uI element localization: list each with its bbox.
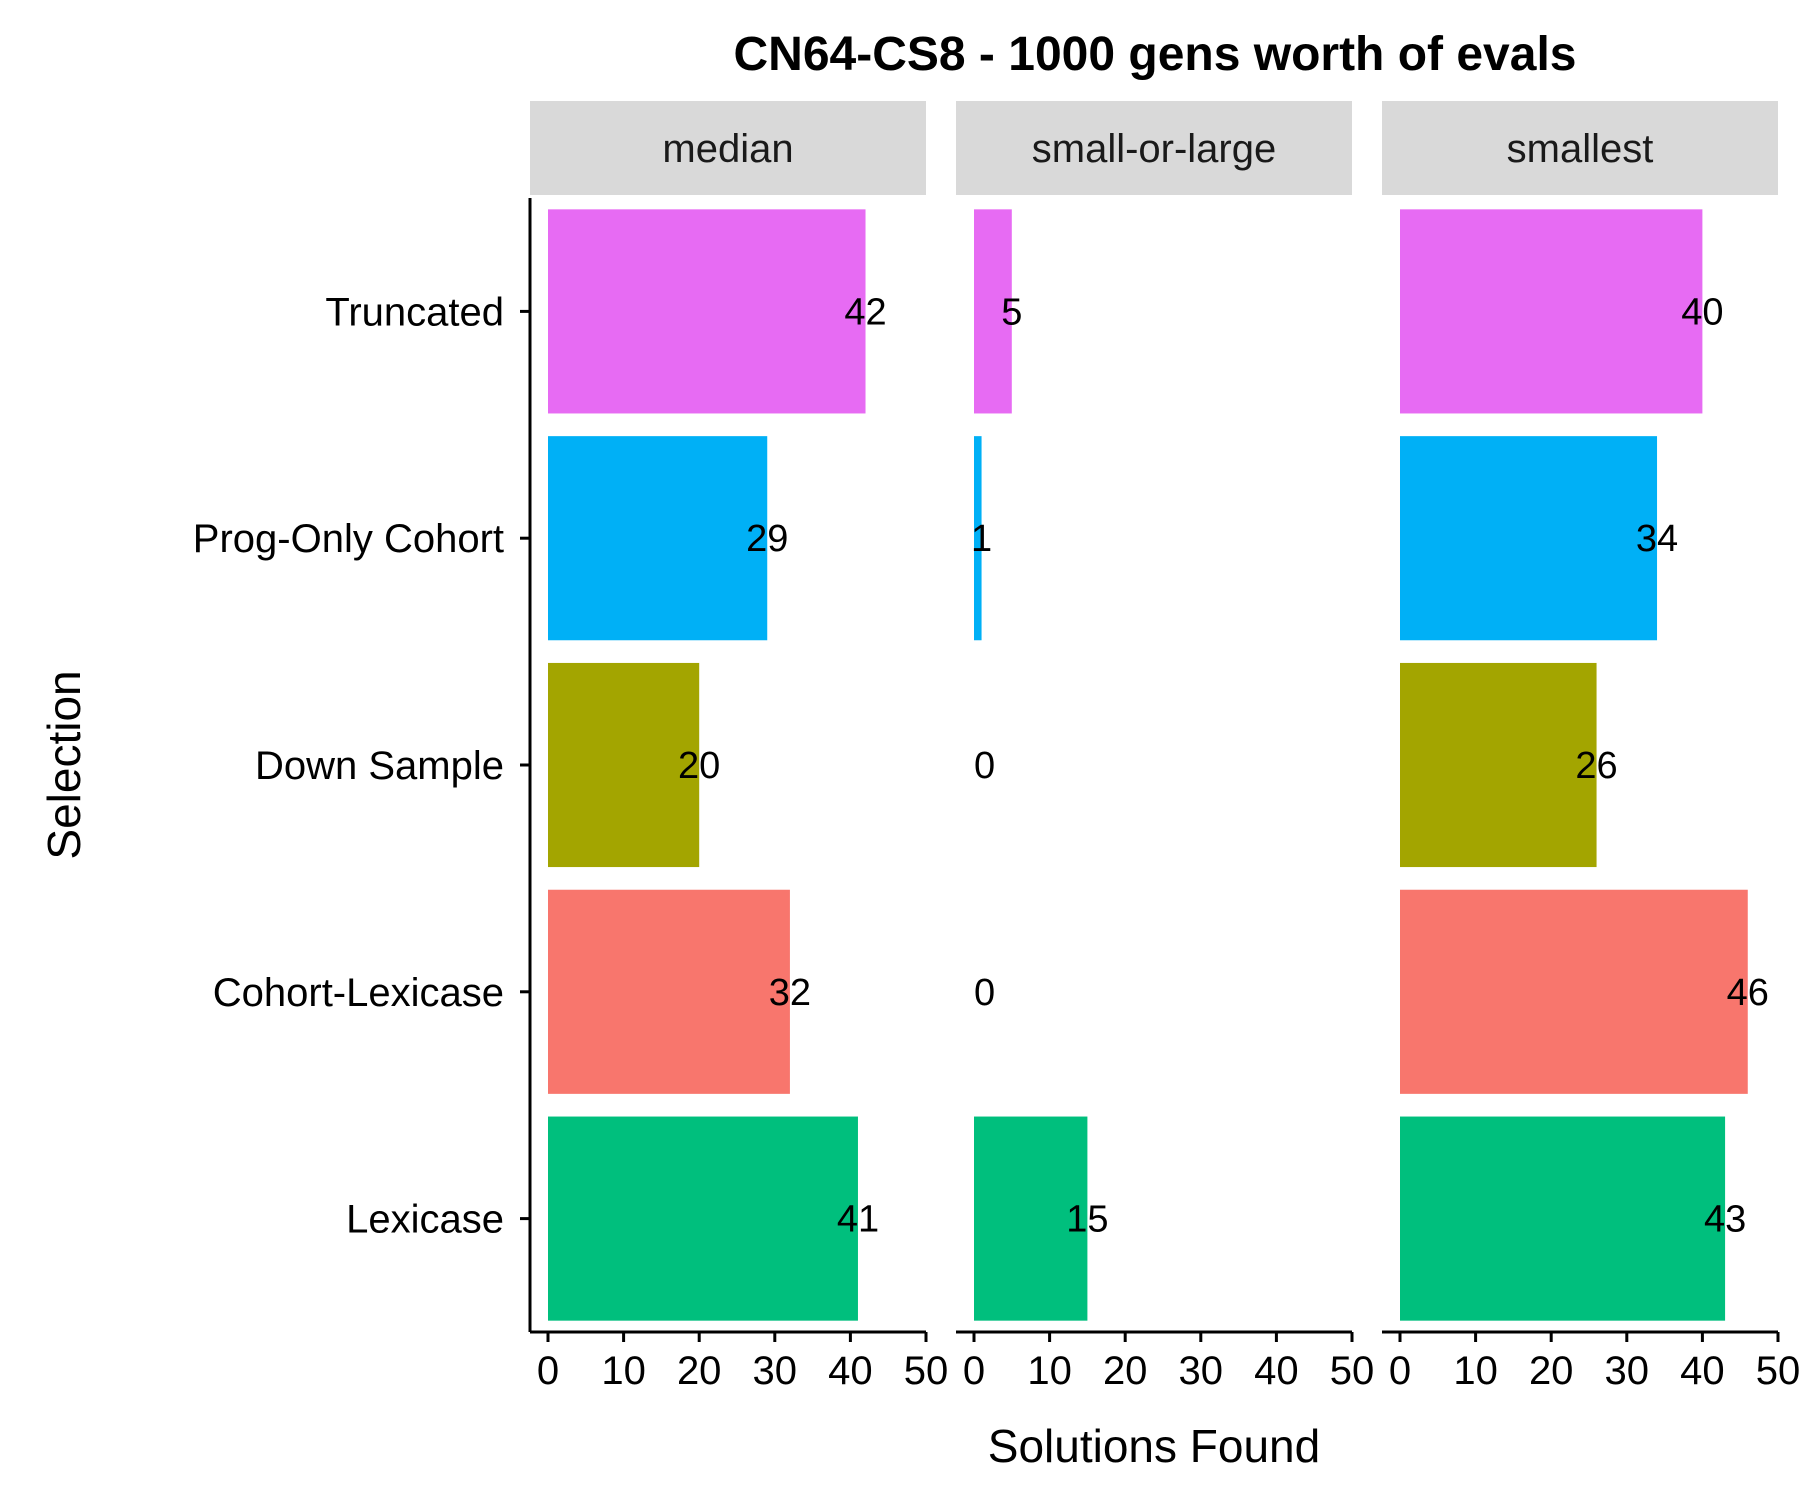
- facet-strip-label: median: [662, 127, 793, 171]
- data-label: 32: [769, 972, 811, 1014]
- facet-strip: [956, 101, 1352, 195]
- x-tick-label: 10: [1453, 1349, 1498, 1393]
- bar: [548, 436, 768, 641]
- data-label: 43: [1704, 1199, 1746, 1241]
- x-tick-label: 40: [1254, 1349, 1299, 1393]
- x-tick-label: 0: [537, 1349, 559, 1393]
- data-label: 41: [837, 1199, 879, 1241]
- x-tick-label: 30: [753, 1349, 798, 1393]
- bar: [1400, 1116, 1726, 1321]
- x-tick-label: 20: [1103, 1349, 1148, 1393]
- y-tick-label: Prog-Only Cohort: [193, 517, 504, 561]
- x-tick-label: 50: [1756, 1349, 1800, 1393]
- data-label: 40: [1681, 291, 1723, 333]
- y-tick-label: Truncated: [325, 290, 504, 334]
- x-tick-label: 0: [1389, 1349, 1411, 1393]
- bar: [548, 1116, 858, 1321]
- x-tick-label: 20: [1529, 1349, 1574, 1393]
- bar: [548, 889, 790, 1094]
- y-axis-title: Selection: [38, 670, 90, 859]
- x-tick-label: 20: [677, 1349, 722, 1393]
- x-tick-label: 0: [963, 1349, 985, 1393]
- x-tick-label: 50: [1330, 1349, 1375, 1393]
- y-tick-label: Lexicase: [346, 1198, 504, 1242]
- bar: [974, 209, 1012, 414]
- facet-strip-label: small-or-large: [1032, 127, 1277, 171]
- bar: [974, 436, 982, 641]
- plot-area: Truncated Prog-Only Cohort Down Sample Coho…: [193, 101, 1800, 1393]
- data-label: 1: [971, 518, 992, 560]
- y-tick-label: Cohort-Lexicase: [213, 971, 504, 1015]
- bar: [1400, 209, 1703, 414]
- data-label: 46: [1727, 972, 1769, 1014]
- x-axis-title: Solutions Found: [988, 1420, 1320, 1472]
- bar: [1400, 662, 1597, 868]
- data-label: 0: [974, 972, 995, 1014]
- data-label: 34: [1636, 518, 1678, 560]
- x-tick-label: 40: [828, 1349, 873, 1393]
- bar: [974, 1116, 1088, 1321]
- data-label: 29: [746, 518, 788, 560]
- facet-strip-label: smallest: [1507, 127, 1654, 171]
- x-tick-label: 50: [904, 1349, 949, 1393]
- bar: [548, 662, 700, 868]
- data-label: 26: [1575, 745, 1617, 787]
- data-label: 42: [844, 291, 886, 333]
- data-label: 15: [1066, 1199, 1108, 1241]
- data-label: 0: [974, 745, 995, 787]
- x-tick-label: 10: [1027, 1349, 1072, 1393]
- data-label: 5: [1001, 291, 1022, 333]
- x-tick-label: 30: [1179, 1349, 1224, 1393]
- x-tick-label: 30: [1605, 1349, 1650, 1393]
- bar: [548, 209, 866, 414]
- chart-title: CN64-CS8 - 1000 gens worth of evals: [734, 28, 1577, 81]
- y-tick-label: Down Sample: [255, 744, 504, 788]
- x-tick-label: 40: [1680, 1349, 1725, 1393]
- bar: [1400, 889, 1748, 1094]
- bar: [1400, 436, 1658, 641]
- facet-strip: [530, 101, 926, 195]
- data-label: 20: [678, 745, 720, 787]
- facet-strip: [1382, 101, 1778, 195]
- x-tick-label: 10: [601, 1349, 646, 1393]
